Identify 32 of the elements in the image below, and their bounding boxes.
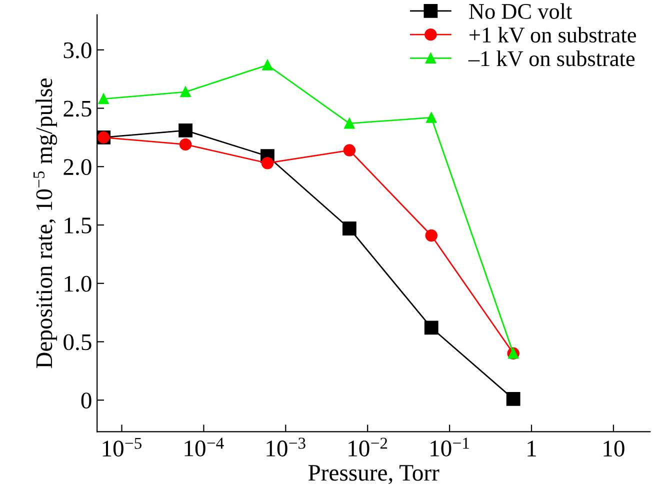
y-tick-label: 1.0 [64,276,92,292]
x-tick-label: 10 [604,440,624,457]
x-tick-label: 10$^{−5}$ [102,438,142,457]
point [426,112,437,123]
point [425,229,438,242]
x-tick-label: 10$^{−1}$ [430,438,469,456]
y-tick-label: 2.5 [64,100,92,117]
x-tick-label: 1 [528,440,536,456]
point [98,94,109,104]
point [262,60,273,70]
y-tick-label: 2.0 [64,159,92,176]
x-axis-title: Pressure, Torr [308,465,440,484]
y-tick-label: 3.0 [64,42,92,58]
x-tick-label: 10$^{−4}$ [184,438,224,456]
x-tick-label: 10$^{−2}$ [348,438,388,456]
point [342,222,356,236]
legend-label: +1 kV on substrate [470,26,636,43]
point [424,320,438,335]
y-axis-title: Deposition rate, 10$^{−5}$ mg/pulse [34,78,58,368]
point [344,118,355,129]
point [178,123,192,138]
point [179,138,192,151]
point [261,157,274,170]
x-tick-label: 10$^{−3}$ [266,438,306,456]
point [506,392,520,406]
legend-label: No DC volt [469,3,572,19]
y-tick-label: 0.5 [64,334,92,350]
point [180,86,191,98]
y-tick-label: 0 [81,392,92,409]
legend-label: –1 kV on substrate [468,50,635,66]
y-tick-label: 1.5 [64,218,92,234]
point [343,144,356,156]
